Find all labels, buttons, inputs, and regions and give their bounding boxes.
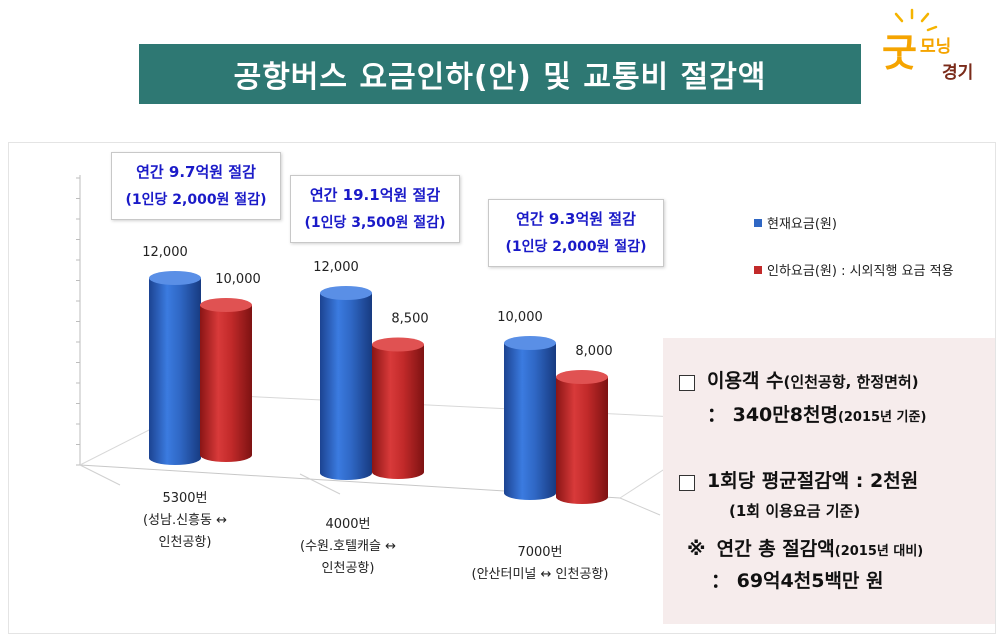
value-label: 12,000 <box>142 245 188 260</box>
x-axis-tick <box>79 464 121 486</box>
svg-text:경기: 경기 <box>942 63 973 83</box>
legend-item-reduced: 인하요금(원) : 시외직행 요금 적용 <box>754 260 954 279</box>
callout-1: 연간 9.7억원 절감 (1인당 2,000원 절감) <box>111 152 281 220</box>
gyeonggi-logo: 굿 모닝 경기 <box>872 8 990 90</box>
svg-text:모닝: 모닝 <box>920 37 951 57</box>
x-label-5300: 5300번 (성남.신흥동 ↔ 인천공항) <box>142 491 228 550</box>
bar-reduced-2 <box>372 337 424 479</box>
bar-current-3-top <box>504 336 556 350</box>
x-label-7000: 7000번 (안산터미널 ↔ 인천공항) <box>471 545 609 582</box>
reference-mark: ※ <box>687 538 706 560</box>
savings-info-box: 이용객 수(인천공항, 한정면허) ： 340만8천명(2015년 기준) 1회… <box>663 338 995 624</box>
chart-value-labels: 12,000 10,000 12,000 8,500 10,000 8,000 <box>142 245 612 359</box>
legend-item-current: 현재요금(원) <box>754 213 837 232</box>
x-axis-tick <box>619 497 661 516</box>
callout-2: 연간 19.1억원 절감 (1인당 3,500원 절감) <box>290 175 460 243</box>
bar-current-1-top <box>149 271 201 285</box>
value-label: 8,500 <box>391 312 428 327</box>
bar-current-1-body <box>149 278 201 465</box>
bar-current-1 <box>149 271 201 465</box>
svg-text:굿: 굿 <box>882 31 917 75</box>
x-axis-tick <box>299 473 341 495</box>
bar-reduced-3-top <box>556 370 608 384</box>
value-label: 8,000 <box>575 344 612 359</box>
value-label: 12,000 <box>313 260 359 275</box>
checkbox-icon <box>679 474 695 491</box>
page-title: 공항버스 요금인하(안) 및 교통비 절감액 <box>139 44 861 104</box>
bar-reduced-1-body <box>200 305 252 462</box>
bar-reduced-1-top <box>200 298 252 312</box>
bar-reduced-1 <box>200 298 252 462</box>
bar-reduced-2-top <box>372 337 424 352</box>
value-label: 10,000 <box>215 272 261 287</box>
x-label-4000: 4000번 (수원.호텔캐슬 ↔ 인천공항) <box>300 517 396 576</box>
bar-current-2-body <box>320 293 372 480</box>
legend-swatch-red <box>754 265 762 274</box>
value-label: 10,000 <box>497 310 543 325</box>
chart-bars <box>149 271 608 504</box>
bar-current-3 <box>504 336 556 500</box>
bar-current-3-body <box>504 343 556 500</box>
bar-current-2-top <box>320 286 372 300</box>
legend-swatch-blue <box>754 218 762 227</box>
bar-reduced-3 <box>556 370 608 504</box>
callout-3: 연간 9.3억원 절감 (1인당 2,000원 절감) <box>488 199 664 267</box>
bar-reduced-3-body <box>556 377 608 504</box>
checkbox-icon <box>679 374 695 391</box>
bar-current-2 <box>320 286 372 480</box>
bar-reduced-2-body <box>372 344 424 479</box>
